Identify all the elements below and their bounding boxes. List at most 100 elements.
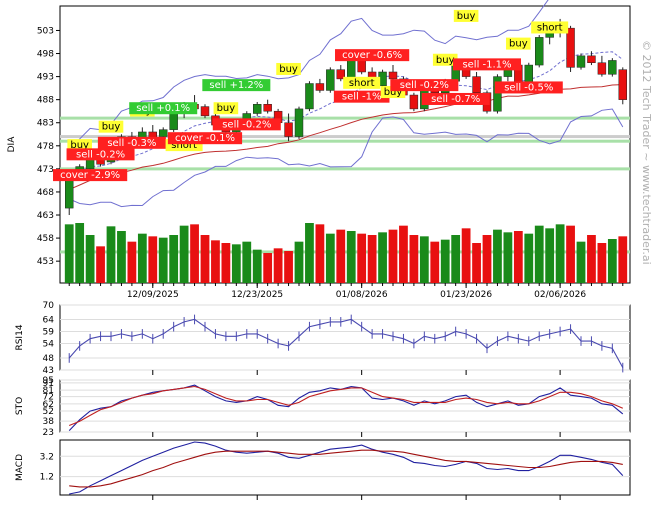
volume-bar xyxy=(252,249,262,283)
volume-bar xyxy=(242,241,252,283)
candle-body xyxy=(608,60,617,75)
signal-text: short xyxy=(171,140,197,151)
g-rsi-label: RSI14 xyxy=(15,324,25,350)
y-tick-label: 91 xyxy=(43,379,54,389)
volume-bar xyxy=(367,235,377,283)
volume-bar xyxy=(117,231,126,283)
signal-2: sell -0.2% xyxy=(66,148,135,161)
candle-body xyxy=(576,55,586,68)
signal-box xyxy=(212,118,281,131)
volume-bar xyxy=(472,243,481,283)
y-axis-label: DIA xyxy=(7,136,17,153)
signal-text: sell -1.1% xyxy=(462,59,511,70)
signal-box xyxy=(494,81,563,94)
signal-text: sell -1% xyxy=(342,92,382,103)
signal-text: cover -0.1% xyxy=(175,133,235,144)
candle-body xyxy=(409,94,419,110)
volume-bar xyxy=(305,223,314,283)
volume-bar xyxy=(607,239,617,283)
candle-body xyxy=(597,62,607,75)
signal-13: cover -0.6% xyxy=(335,49,410,62)
y-tick-label: 62 xyxy=(43,400,54,410)
signal-text: buy xyxy=(436,55,455,66)
volume-bar xyxy=(388,229,398,283)
volume-bar xyxy=(179,225,189,283)
y-tick-label: 458 xyxy=(37,234,54,244)
rsi-panel: 43 48 54 59 64 70 RSI14 xyxy=(15,301,631,376)
rsi-line xyxy=(68,318,624,368)
volume-bar xyxy=(148,236,158,283)
x-tick-label: 01/23/2026 xyxy=(440,290,492,300)
candle-body xyxy=(388,71,398,80)
signal-box xyxy=(432,53,458,66)
signal-6: sell +0.1% xyxy=(129,102,198,115)
candle-body xyxy=(263,104,272,112)
x-tick-label: 12/23/2025 xyxy=(231,290,283,300)
volume-bar xyxy=(127,241,137,283)
volume-bar xyxy=(190,224,199,283)
signal-box xyxy=(390,79,459,92)
volume-bar xyxy=(158,237,168,283)
level-band-0 xyxy=(60,116,630,120)
signal-box xyxy=(66,148,135,161)
level-band-1 xyxy=(60,139,630,143)
volume-bar xyxy=(357,233,367,283)
g-rsi-frame xyxy=(59,304,631,371)
signal-text: buy xyxy=(509,39,528,50)
x-tick-label: 12/09/2025 xyxy=(127,290,179,300)
macd-panel: 1.2 3.2 MACD xyxy=(15,439,631,500)
volume-bar xyxy=(106,226,116,283)
y-tick-label: 54 xyxy=(43,340,55,350)
signal-8: cover -0.1% xyxy=(167,132,243,145)
signal-box xyxy=(97,136,166,149)
candle-body xyxy=(493,76,502,112)
signal-22: buy xyxy=(506,37,531,50)
signal-text: sell -0.2% xyxy=(76,149,125,160)
signal-12: buy xyxy=(276,62,301,75)
y-tick-label: 478 xyxy=(37,142,54,152)
volume-bar xyxy=(64,224,74,283)
y-tick-label: 488 xyxy=(37,96,54,106)
g-sto-label: STO xyxy=(15,397,25,415)
volume-bar xyxy=(409,235,419,283)
signal-text: buy xyxy=(217,103,236,114)
volume-bar xyxy=(315,224,325,283)
volume-bar xyxy=(513,231,523,283)
y-tick-label: 43 xyxy=(43,366,54,376)
volume-bar xyxy=(482,235,492,283)
volume-bar xyxy=(451,235,461,283)
signal-box xyxy=(53,169,128,182)
signal-text: sell +1.2% xyxy=(209,80,263,91)
volume-bar xyxy=(75,223,85,283)
volume-bar xyxy=(200,235,210,283)
signal-1: cover -2.9% xyxy=(53,169,128,182)
signal-box xyxy=(343,76,381,89)
candle-body xyxy=(159,129,168,137)
y-tick-label: 473 xyxy=(37,165,54,175)
y-tick-label: 503 xyxy=(37,26,54,36)
candle-body xyxy=(336,69,345,80)
volume-bar xyxy=(336,229,346,283)
macd-signal-line xyxy=(69,449,623,488)
volume-bar xyxy=(524,233,534,283)
signal-text: sell +0.1% xyxy=(136,103,190,114)
volume-bar xyxy=(137,233,147,283)
candle-body xyxy=(284,122,293,137)
candle-body xyxy=(587,55,596,64)
signal-box xyxy=(67,139,92,152)
signal-box xyxy=(276,62,301,75)
y-tick-label: 463 xyxy=(37,211,54,221)
volume-bar xyxy=(566,225,575,283)
signal-text: sell -0.3% xyxy=(107,138,156,149)
candle-body xyxy=(347,60,356,80)
signal-4: sell -0.3% xyxy=(97,136,166,149)
candle-body xyxy=(315,83,325,91)
volume-bar xyxy=(587,235,596,283)
candle-body xyxy=(305,83,314,110)
candle-body xyxy=(357,60,366,73)
volume-bar xyxy=(231,244,241,283)
volume-bar xyxy=(399,225,408,283)
volume-bar xyxy=(430,241,440,283)
signal-text: cover -2.9% xyxy=(60,170,120,181)
